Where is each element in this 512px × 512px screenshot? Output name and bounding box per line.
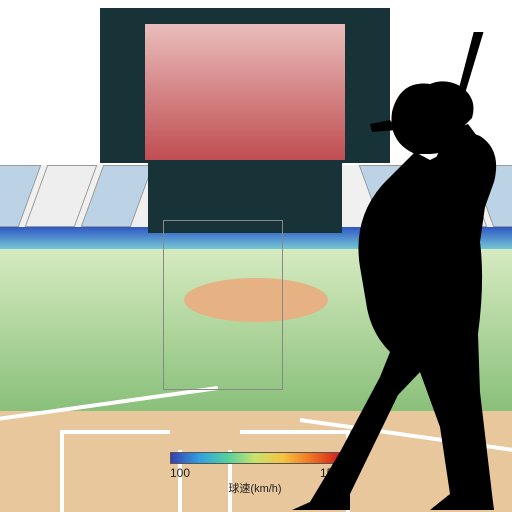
plate-line-batter_box_left bbox=[60, 430, 64, 512]
plate-line-batter_box_left_top bbox=[60, 430, 170, 434]
batter-silhouette bbox=[280, 32, 512, 510]
pitch-chart-stage: 100 150 球速(km/h) bbox=[0, 0, 512, 512]
strike-zone-box bbox=[163, 220, 283, 390]
velocity-tick-min: 100 bbox=[170, 466, 190, 480]
